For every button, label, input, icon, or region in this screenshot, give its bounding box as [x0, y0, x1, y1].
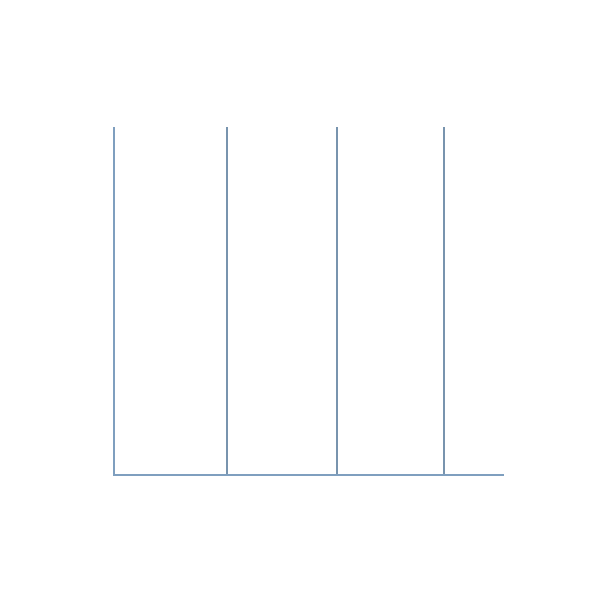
chart-marks	[226, 127, 445, 474]
